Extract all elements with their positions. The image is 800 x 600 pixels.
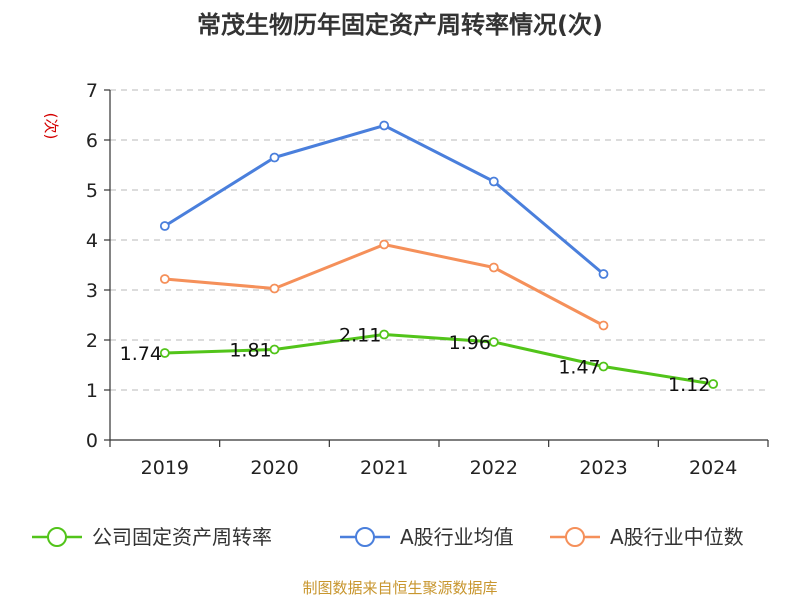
- data-label: 1.47: [558, 357, 600, 379]
- axes: 0 1 2 3 4 5 6 7 2019 2020 2021 2022 2023 2024: [86, 80, 769, 479]
- y-tick-label: 5: [86, 180, 98, 202]
- y-tick-label: 3: [86, 280, 98, 302]
- data-point: [598, 361, 609, 372]
- grid-lines: [110, 89, 768, 391]
- data-point: [379, 120, 390, 131]
- y-axis-label: (次): [42, 113, 60, 140]
- data-point: [488, 262, 499, 273]
- series-line: [164, 124, 605, 276]
- data-point: [598, 320, 609, 331]
- data-point: [269, 283, 280, 294]
- data-point: [488, 337, 499, 347]
- data-label: 1.74: [120, 343, 162, 365]
- data-point: [269, 152, 280, 163]
- data-point: [708, 379, 719, 389]
- legend-label: A股行业均值: [400, 525, 514, 549]
- y-tick-label: 1: [86, 380, 98, 402]
- data-point: [159, 348, 170, 358]
- y-tick-label: 7: [86, 80, 98, 102]
- data-point: [379, 239, 390, 250]
- data-point: [159, 274, 170, 284]
- data-label: 1.81: [229, 340, 271, 362]
- legend-marker: [565, 527, 585, 547]
- x-tick-label: 2019: [141, 457, 189, 479]
- data-point: [598, 269, 609, 279]
- chart-title: 常茂生物历年固定资产周转率情况(次): [197, 11, 603, 39]
- y-tick-label: 6: [86, 130, 98, 152]
- data-labels: 1.74 1.81 2.11 1.96 1.47 1.12: [120, 325, 711, 397]
- y-tick-label: 2: [86, 330, 98, 352]
- data-point: [269, 344, 280, 355]
- x-tick-label: 2023: [579, 457, 627, 479]
- x-tick-label: 2022: [470, 457, 518, 479]
- series-line: [164, 333, 714, 386]
- series-layer: [159, 120, 719, 389]
- x-tick-label: 2021: [360, 457, 408, 479]
- legend-marker: [355, 527, 375, 547]
- source-note: 制图数据来自恒生聚源数据库: [302, 579, 497, 597]
- legend-label: 公司固定资产周转率: [92, 525, 272, 549]
- y-tick-label: 4: [86, 230, 98, 252]
- data-label: 1.96: [449, 332, 491, 354]
- legend-marker: [47, 527, 67, 547]
- x-tick-label: 2024: [689, 457, 737, 479]
- legend: 公司固定资产周转率 A股行业均值 A股行业中位数: [32, 525, 744, 549]
- data-label: 2.11: [339, 325, 381, 347]
- legend-label: A股行业中位数: [610, 525, 744, 549]
- data-point: [379, 329, 390, 340]
- x-tick-label: 2020: [250, 457, 298, 479]
- series-line: [164, 243, 605, 327]
- data-label: 1.12: [668, 374, 710, 396]
- data-point: [159, 221, 170, 231]
- y-tick-label: 0: [86, 430, 98, 452]
- data-point: [488, 176, 499, 187]
